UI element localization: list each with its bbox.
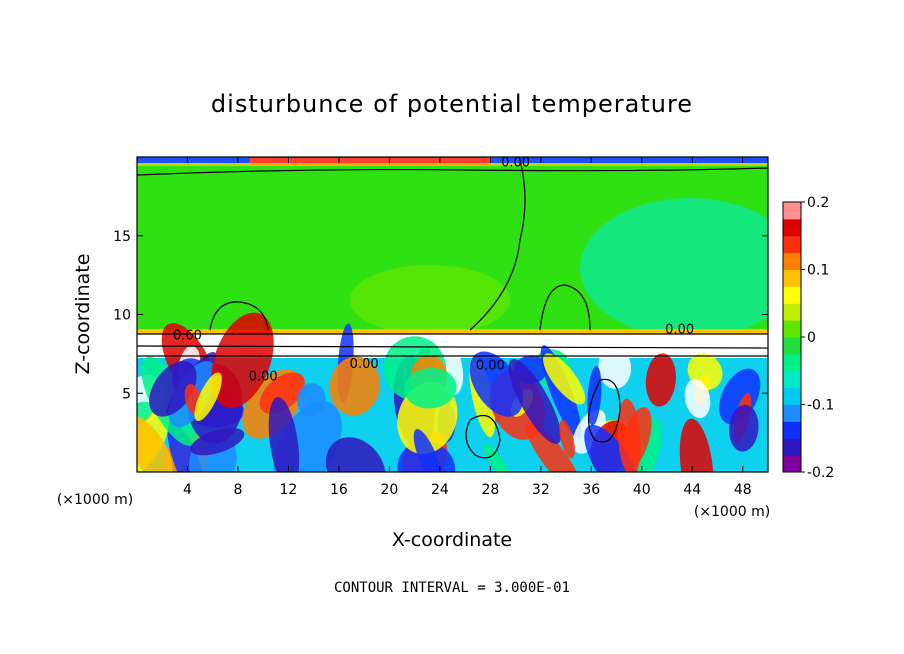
eddy-blob <box>559 419 575 459</box>
eddy-blob <box>598 346 632 389</box>
chart-title: disturbunce of potential temperature <box>211 90 693 118</box>
contour-label: 0.00 <box>476 359 505 374</box>
eddy-blob <box>404 367 457 409</box>
eddy-blob <box>259 372 305 414</box>
colorbar-tick-label: -0.2 <box>807 465 834 481</box>
y-tick-label: 15 <box>113 229 131 245</box>
colorbar-tick-label: 0 <box>807 330 816 346</box>
x-unit-left: (×1000 m) <box>57 492 133 508</box>
eddy-blob <box>587 366 602 426</box>
colorbar-tick-label: 0.2 <box>807 195 829 211</box>
colorbar-segment <box>783 387 801 405</box>
x-tick-label: 40 <box>633 482 651 498</box>
y-axis: 5 10 15 <box>113 229 768 402</box>
top-warm-band <box>250 158 490 165</box>
contour-label: 0.00 <box>350 357 379 372</box>
eddy-blob <box>137 414 173 472</box>
contour-label-layer: 0.00 0.60 0.00 0.00 0.00 0.00 <box>173 155 694 384</box>
colorbar-segment <box>783 235 801 254</box>
eddy-blob <box>645 353 676 407</box>
colorbar-segment <box>783 421 801 439</box>
x-tick-label: 28 <box>481 482 499 498</box>
x-axis: 4 8 12 16 20 24 28 32 36 40 44 48 <box>183 157 752 498</box>
colorbar-segment <box>783 269 801 287</box>
x-tick-label: 8 <box>233 482 242 498</box>
x-axis-label: X-coordinate <box>392 529 512 551</box>
colorbar-segment <box>783 303 801 321</box>
x-tick-label: 4 <box>183 482 192 498</box>
inversion-yellow-band <box>137 329 768 334</box>
colorbar-segment <box>783 370 801 389</box>
eddy-blob <box>325 437 386 472</box>
x-tick-label: 20 <box>380 482 398 498</box>
y-tick-label: 5 <box>122 386 131 402</box>
colorbar-segment <box>783 286 801 304</box>
contour-line <box>137 167 768 176</box>
colorbar-segment <box>783 438 801 456</box>
eddy-blob <box>543 353 586 405</box>
contour-label: 0.00 <box>665 322 694 337</box>
upper-cool-region <box>580 198 768 338</box>
contour-label: 0.60 <box>173 329 202 344</box>
eddy-blob <box>329 356 380 416</box>
x-tick-label: 16 <box>330 482 348 498</box>
contour-interval-note: CONTOUR INTERVAL = 3.000E-01 <box>334 580 570 596</box>
contour-line <box>209 301 269 331</box>
eddy-blob <box>194 372 222 422</box>
eddy-blob <box>268 396 300 472</box>
eddy-blob <box>525 422 582 472</box>
x-tick-label: 48 <box>734 482 752 498</box>
colorbar-segment <box>783 353 801 372</box>
eddy-blob <box>167 421 208 472</box>
contour-line <box>587 378 621 443</box>
eddy-layer <box>137 312 761 472</box>
y-tick-label: 10 <box>113 308 131 324</box>
eddy-blob <box>684 379 711 419</box>
x-tick-label: 12 <box>280 482 298 498</box>
upper-warm-region <box>350 265 510 335</box>
eddy-blob <box>508 359 562 444</box>
eddy-blob <box>729 404 759 452</box>
contour-layer <box>137 159 768 459</box>
colorbar-segment <box>783 404 801 422</box>
eddy-blob <box>296 383 326 416</box>
eddy-blob <box>617 398 641 472</box>
colorbar-ticks: 0.2 0.1 0 -0.1 -0.2 <box>801 195 834 481</box>
plot-area <box>137 157 768 472</box>
contour-line <box>465 415 501 459</box>
colorbar-segment <box>783 320 801 338</box>
eddy-blob <box>149 360 197 417</box>
contour-label: 0.00 <box>501 155 530 170</box>
colorbar <box>782 201 802 473</box>
eddy-blob <box>679 418 714 472</box>
x-tick-label: 24 <box>431 482 449 498</box>
colorbar-segment <box>783 202 801 220</box>
contour-line <box>539 284 591 331</box>
colorbar-segment <box>783 218 801 237</box>
colorbar-segment <box>783 252 801 270</box>
colorbar-segment <box>783 455 801 473</box>
contour-line <box>469 159 526 331</box>
colorbar-tick-label: 0.1 <box>807 263 829 279</box>
contour-label: 0.00 <box>249 370 278 385</box>
colorbar-tick-label: -0.1 <box>807 398 834 414</box>
y-axis-label: Z-coordinate <box>72 254 94 375</box>
eddy-blob <box>413 429 442 472</box>
contour-line <box>137 345 768 349</box>
eddy-blob <box>211 312 274 409</box>
x-tick-label: 36 <box>582 482 600 498</box>
x-tick-label: 32 <box>532 482 550 498</box>
eddy-blob <box>584 424 642 472</box>
colorbar-segment <box>783 337 801 355</box>
x-tick-label: 44 <box>683 482 701 498</box>
top-yellow-band <box>137 163 768 166</box>
x-unit-right: (×1000 m) <box>694 504 770 520</box>
